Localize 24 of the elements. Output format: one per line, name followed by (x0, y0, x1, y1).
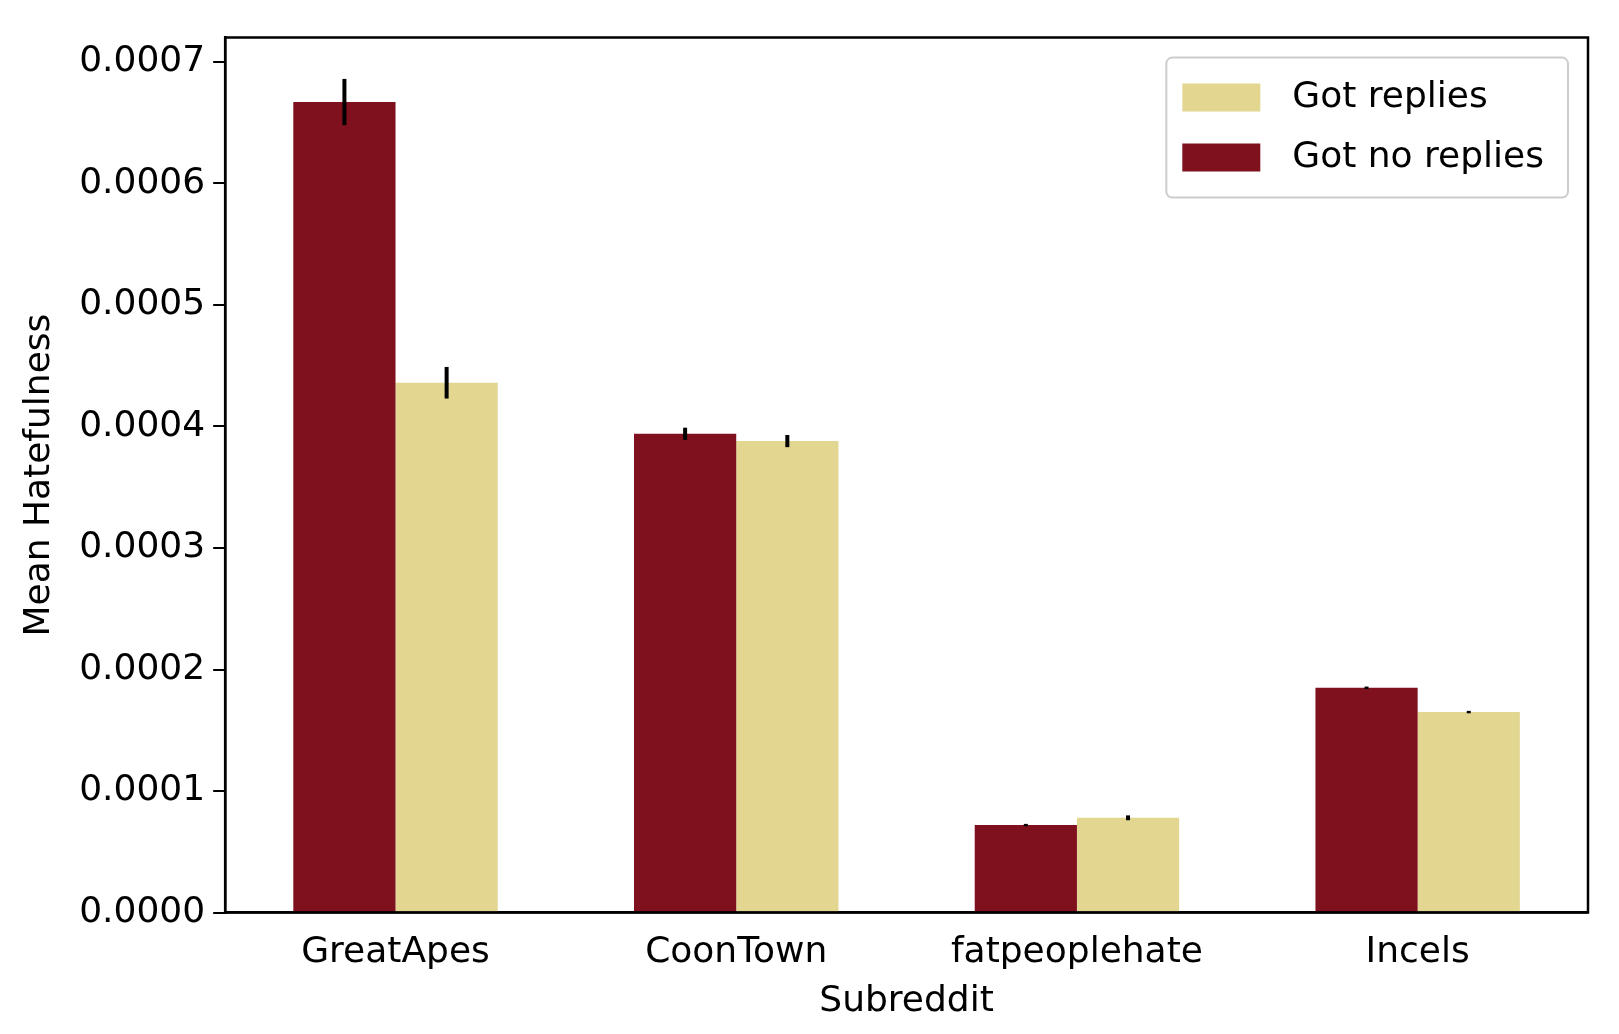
y-tick-label: 0.0001 (79, 767, 206, 809)
y-tick-label: 0.0004 (79, 402, 206, 444)
bar (974, 825, 1077, 912)
y-tick-label: 0.0007 (79, 38, 206, 80)
y-tick-label: 0.0005 (79, 281, 206, 323)
x-tick-label: CoonTown (645, 928, 828, 970)
y-tick-label: 0.0002 (79, 645, 206, 687)
bar (736, 441, 839, 912)
y-tick-label: 0.0006 (79, 159, 206, 201)
bar (395, 382, 498, 912)
legend-label: Got replies (1292, 73, 1488, 115)
x-tick-label: fatpeoplehate (950, 928, 1203, 970)
bar (1417, 712, 1520, 912)
bar (1076, 817, 1180, 912)
bar (634, 433, 737, 912)
x-tick-label: Incels (1365, 928, 1470, 970)
y-axis-title: Mean Hatefulness (15, 313, 57, 637)
y-tick-label: 0.0000 (79, 888, 206, 930)
legend-label: Got no replies (1292, 133, 1544, 175)
bar (293, 102, 396, 912)
x-tick-label: GreatApes (301, 928, 490, 970)
bar (1315, 687, 1418, 912)
x-axis-title: Subreddit (819, 977, 994, 1019)
y-tick-label: 0.0003 (79, 524, 206, 566)
